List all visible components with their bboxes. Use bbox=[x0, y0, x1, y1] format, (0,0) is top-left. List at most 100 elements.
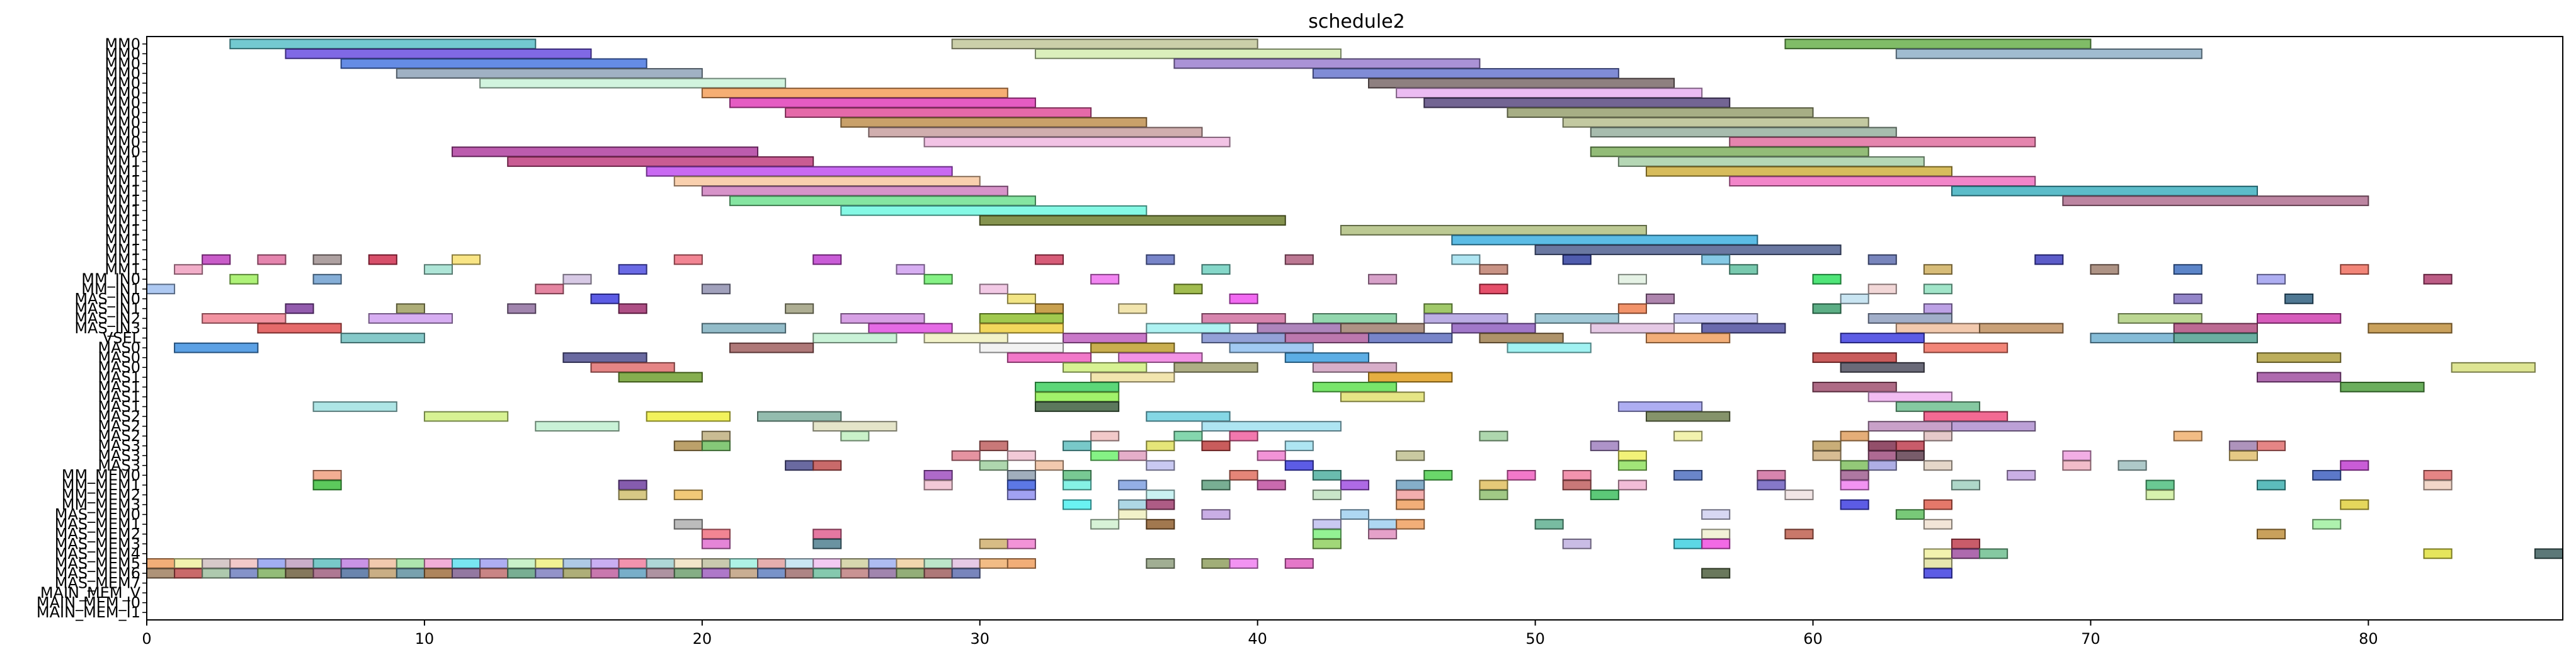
gantt-bar bbox=[1118, 499, 1148, 510]
gantt-bar bbox=[979, 342, 1064, 353]
gantt-bar bbox=[2062, 460, 2092, 471]
gantt-bar bbox=[1118, 352, 1203, 363]
gantt-bar bbox=[923, 469, 953, 481]
y-tick-label: MM1 bbox=[105, 202, 140, 219]
gantt-bar bbox=[479, 558, 509, 569]
gantt-bar bbox=[2090, 333, 2175, 343]
gantt-bar bbox=[840, 205, 1148, 216]
gantt-bar bbox=[1617, 401, 1703, 412]
gantt-bar bbox=[1562, 538, 1592, 549]
gantt-bar bbox=[812, 421, 898, 432]
gantt-bar bbox=[1840, 479, 1869, 491]
gantt-bar bbox=[1257, 450, 1286, 461]
gantt-bar bbox=[1034, 254, 1064, 265]
gantt-bar bbox=[1034, 401, 1120, 412]
gantt-bar bbox=[1368, 372, 1453, 383]
y-tick-label: MM_MEM0 bbox=[62, 466, 140, 484]
gantt-bar bbox=[1590, 440, 1619, 452]
gantt-bar bbox=[479, 77, 787, 89]
y-tick-label: MAIN_MEM_V bbox=[40, 584, 141, 602]
gantt-bar bbox=[840, 568, 870, 579]
y-tick-label: MM1 bbox=[105, 251, 140, 268]
gantt-bar bbox=[368, 558, 397, 569]
gantt-bar bbox=[2340, 264, 2369, 275]
gantt-bar bbox=[1312, 381, 1398, 392]
gantt-bar bbox=[1146, 323, 1231, 334]
gantt-bar bbox=[1284, 352, 1370, 363]
gantt-bar bbox=[1146, 460, 1175, 471]
y-axis: MM0MM0MM0MM0MM0MM0MM0MM0MM0MM0MM0MM0MM1M… bbox=[37, 35, 147, 621]
gantt-bar bbox=[423, 411, 509, 422]
gantt-bar bbox=[452, 568, 481, 579]
gantt-bar bbox=[1284, 254, 1314, 265]
gantt-bar bbox=[535, 283, 564, 295]
gantt-bar bbox=[1063, 469, 1092, 481]
gantt-bar bbox=[1312, 362, 1398, 373]
gantt-bar bbox=[1146, 411, 1231, 422]
gantt-bar bbox=[1617, 450, 1647, 461]
gantt-bar bbox=[312, 401, 397, 412]
gantt-bar bbox=[2340, 381, 2425, 392]
gantt-bar bbox=[1923, 283, 1952, 295]
gantt-bar bbox=[1423, 303, 1453, 314]
gantt-bar bbox=[1063, 362, 1148, 373]
gantt-bar bbox=[673, 568, 703, 579]
y-tick-label: MM_MEM3 bbox=[62, 496, 140, 513]
gantt-bar bbox=[1257, 323, 1342, 334]
gantt-bar bbox=[312, 558, 342, 569]
gantt-bar bbox=[673, 254, 703, 265]
gantt-bar bbox=[1534, 244, 1842, 255]
gantt-bar bbox=[368, 254, 397, 265]
gantt-bar bbox=[1340, 509, 1370, 520]
y-tick-label: MAS1 bbox=[98, 398, 140, 415]
gantt-bar bbox=[1923, 558, 1952, 569]
gantt-bar bbox=[1368, 273, 1398, 285]
gantt-bar bbox=[2062, 450, 2092, 461]
x-tick-label: 40 bbox=[1248, 630, 1267, 648]
gantt-bar bbox=[590, 558, 620, 569]
gantt-bar bbox=[1396, 479, 1425, 491]
gantt-bar bbox=[1034, 391, 1120, 403]
gantt-bar bbox=[1479, 479, 1508, 491]
gantt-bar bbox=[1507, 469, 1536, 481]
gantt-bar bbox=[2256, 529, 2286, 540]
gantt-bar bbox=[729, 97, 1036, 108]
gantt-bar bbox=[562, 352, 647, 363]
gantt-bar bbox=[535, 568, 564, 579]
gantt-bar bbox=[618, 489, 647, 500]
gantt-bar bbox=[1895, 323, 1981, 334]
gantt-bar bbox=[812, 333, 898, 343]
gantt-bar bbox=[646, 558, 675, 569]
gantt-bar bbox=[868, 558, 898, 569]
gantt-bar bbox=[1617, 479, 1647, 491]
gantt-bar bbox=[896, 568, 925, 579]
gantt-bar bbox=[1562, 479, 1592, 491]
gantt-bar bbox=[1006, 450, 1036, 461]
gantt-bar bbox=[1729, 176, 2036, 187]
y-tick-label: MAS_IN3 bbox=[74, 319, 140, 337]
gantt-bar bbox=[1257, 479, 1286, 491]
y-tick-label: MAS_MEM7 bbox=[55, 575, 140, 592]
gantt-bar bbox=[312, 568, 342, 579]
gantt-bar bbox=[979, 558, 1008, 569]
gantt-bar bbox=[1173, 362, 1258, 373]
y-tick-label: MAS0 bbox=[98, 339, 140, 357]
gantt-bar bbox=[1590, 127, 1897, 138]
gantt-bar bbox=[202, 568, 231, 579]
gantt-bar bbox=[2256, 372, 2342, 383]
gantt-bar bbox=[257, 323, 342, 334]
y-tick-label: MM0 bbox=[105, 113, 140, 131]
gantt-bar bbox=[340, 568, 370, 579]
gantt-bar bbox=[507, 303, 537, 314]
gantt-bar bbox=[646, 166, 953, 177]
gantt-bar bbox=[729, 568, 759, 579]
gantt-bar bbox=[673, 440, 703, 452]
gantt-bar bbox=[1090, 372, 1175, 383]
gantt-bar bbox=[812, 568, 842, 579]
gantt-bar bbox=[1812, 381, 1897, 392]
gantt-bar bbox=[590, 362, 675, 373]
gantt-bar bbox=[1229, 430, 1258, 442]
gantt-bar bbox=[2256, 440, 2286, 452]
gantt-bar bbox=[979, 440, 1008, 452]
gantt-bar bbox=[174, 264, 203, 275]
